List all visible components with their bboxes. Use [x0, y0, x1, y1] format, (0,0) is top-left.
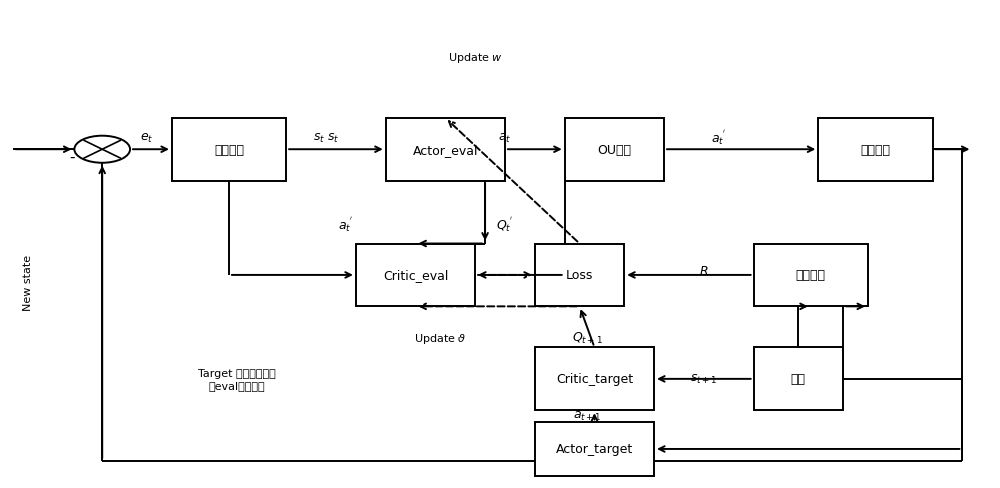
Text: 环境: 环境	[791, 373, 806, 386]
FancyBboxPatch shape	[818, 119, 933, 181]
Text: Update $\vartheta$: Update $\vartheta$	[414, 331, 467, 345]
FancyBboxPatch shape	[535, 348, 654, 410]
Text: $a_t{^{'}}$: $a_t{^{'}}$	[338, 216, 353, 234]
Text: Actor_target: Actor_target	[556, 443, 633, 455]
FancyBboxPatch shape	[172, 119, 286, 181]
FancyBboxPatch shape	[565, 119, 664, 181]
Text: $a_t{^{'}}$: $a_t{^{'}}$	[711, 129, 726, 147]
Text: New state: New state	[23, 255, 33, 310]
Text: $Q_{t+1}$: $Q_{t+1}$	[572, 330, 603, 346]
Text: $s_t$ $s_t$: $s_t$ $s_t$	[313, 131, 339, 144]
Text: Target 网络权值定期
从eval网络复制: Target 网络权值定期 从eval网络复制	[198, 368, 275, 390]
Text: Loss: Loss	[566, 269, 593, 282]
Text: $e_t$: $e_t$	[140, 131, 154, 144]
Text: Critic_target: Critic_target	[556, 373, 633, 386]
FancyBboxPatch shape	[386, 119, 505, 181]
Text: Update $w$: Update $w$	[448, 51, 503, 65]
Text: -: -	[69, 149, 74, 164]
Text: $Q_t{^{'}}$: $Q_t{^{'}}$	[496, 216, 514, 234]
Text: 作用对象: 作用对象	[860, 143, 890, 157]
Text: 回报函数: 回报函数	[796, 269, 826, 282]
Text: $a_{t+1}$: $a_{t+1}$	[573, 409, 602, 422]
Text: $R$: $R$	[699, 264, 709, 277]
FancyBboxPatch shape	[356, 244, 475, 307]
FancyBboxPatch shape	[535, 423, 654, 476]
Text: $a_t$: $a_t$	[498, 131, 512, 144]
FancyBboxPatch shape	[754, 244, 868, 307]
FancyBboxPatch shape	[535, 244, 624, 307]
FancyBboxPatch shape	[754, 348, 843, 410]
Text: $s_{t+1}$: $s_{t+1}$	[690, 372, 718, 386]
Text: Actor_eval: Actor_eval	[413, 143, 478, 157]
Text: Critic_eval: Critic_eval	[383, 269, 448, 282]
Text: OU噪声: OU噪声	[597, 143, 631, 157]
Text: 状态转换: 状态转换	[214, 143, 244, 157]
